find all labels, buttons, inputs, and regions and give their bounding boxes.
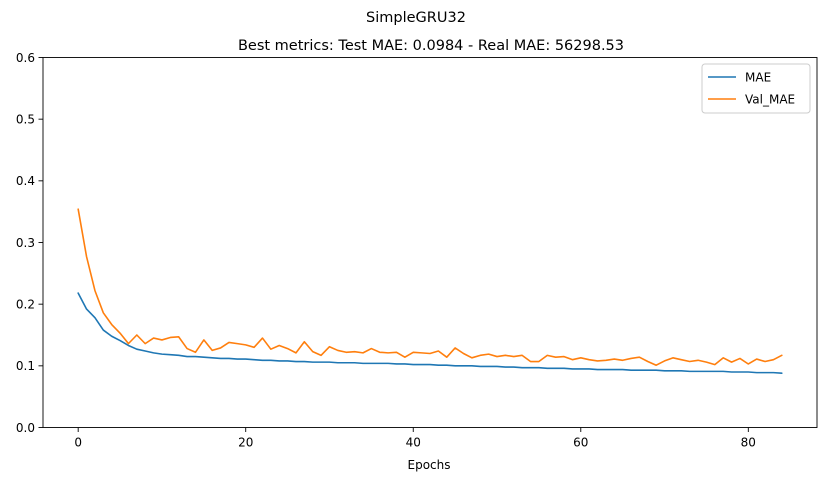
plot-area	[77, 208, 783, 375]
y-tick-label: 0.2	[16, 297, 35, 311]
figure-suptitle: SimpleGRU32	[366, 10, 466, 26]
x-tick-label: 20	[238, 436, 253, 450]
x-tick-label: 40	[406, 436, 421, 450]
x-tick-label: 0	[74, 436, 82, 450]
y-tick-label: 0.0	[16, 421, 35, 435]
y-tick-label: 0.4	[16, 174, 35, 188]
chart-title: Best metrics: Test MAE: 0.0984 - Real MA…	[238, 38, 624, 54]
axes: 0 20 40 60 80 0.0 0.1 0.2 0.3 0.4 0.5 0.6	[16, 51, 818, 450]
y-tick-label: 0.5	[16, 112, 35, 126]
x-tick-label: 80	[741, 436, 756, 450]
y-tick-label: 0.3	[16, 236, 35, 250]
y-tick-label: 0.1	[16, 359, 35, 373]
y-tick-label: 0.6	[16, 51, 35, 65]
series-line-mae	[77, 292, 783, 375]
x-axis-label: Epochs	[408, 458, 451, 472]
legend-label-val-mae: Val_MAE	[745, 92, 795, 106]
legend: MAE Val_MAE	[701, 63, 811, 114]
legend-label-mae: MAE	[745, 70, 771, 84]
x-tick-label: 60	[573, 436, 588, 450]
series-line-val-mae	[77, 208, 783, 367]
